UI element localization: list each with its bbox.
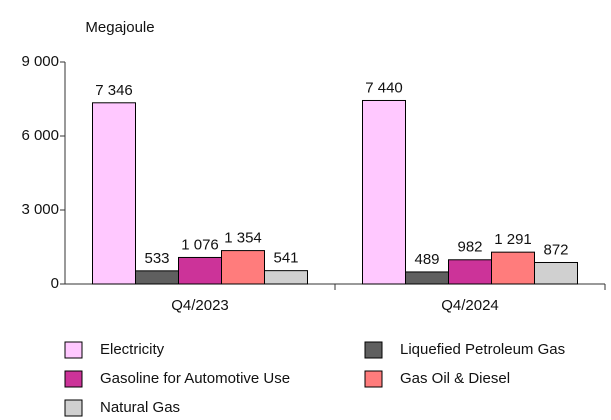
value-label: 982: [457, 239, 482, 256]
bar: [534, 261, 578, 285]
y-tick-label: 9 000: [21, 53, 59, 70]
legend-label: Gasoline for Automotive Use: [100, 370, 290, 387]
value-label: 489: [414, 251, 439, 268]
value-label: 1 354: [224, 230, 262, 247]
bar: [264, 270, 308, 285]
legend-label: Electricity: [100, 341, 165, 358]
bar: [221, 250, 265, 285]
bar: [491, 251, 535, 285]
bar: [362, 99, 406, 285]
value-label: 872: [543, 241, 568, 258]
x-tick-label: Q4/2023: [171, 297, 229, 314]
y-axis-label: Megajoule: [85, 19, 154, 36]
legend-swatch: [64, 341, 83, 359]
bar: [448, 259, 492, 285]
value-label: 1 076: [181, 236, 219, 253]
legend-swatch: [64, 370, 83, 388]
value-label: 1 291: [494, 231, 532, 248]
value-label: 533: [144, 250, 169, 267]
legend-swatch: [64, 399, 83, 417]
value-label: 7 440: [365, 79, 403, 96]
bar: [92, 102, 136, 285]
bar: [405, 271, 449, 285]
value-label: 541: [273, 250, 298, 267]
bar: [135, 270, 179, 285]
legend-label: Gas Oil & Diesel: [400, 370, 510, 387]
legend-label: Liquefied Petroleum Gas: [400, 341, 565, 358]
x-tick-label: Q4/2024: [441, 297, 499, 314]
y-tick-label: 3 000: [21, 201, 59, 218]
bar: [178, 256, 222, 285]
legend-swatch: [364, 370, 383, 388]
y-tick-label: 6 000: [21, 127, 59, 144]
legend-swatch: [364, 341, 383, 359]
legend-label: Natural Gas: [100, 399, 180, 416]
value-label: 7 346: [95, 82, 133, 99]
y-tick-label: 0: [51, 275, 59, 292]
